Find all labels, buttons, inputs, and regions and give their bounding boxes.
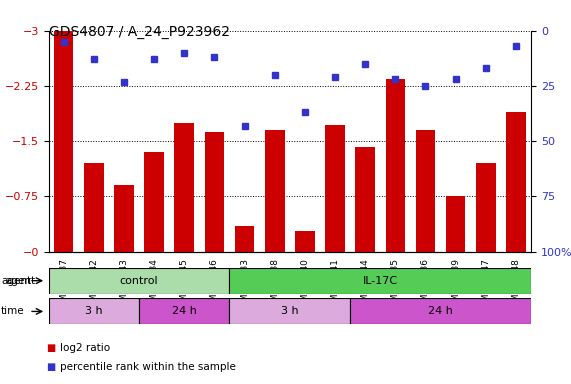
Text: agent: agent — [1, 276, 31, 286]
Text: ■: ■ — [46, 362, 55, 372]
Text: percentile rank within the sample: percentile rank within the sample — [60, 362, 236, 372]
Bar — [416, 130, 435, 252]
Bar — [114, 185, 134, 252]
Bar — [204, 132, 224, 252]
Text: 24 h: 24 h — [428, 306, 453, 316]
Bar — [54, 31, 74, 252]
Text: IL-17C: IL-17C — [363, 276, 398, 286]
Text: 3 h: 3 h — [281, 306, 299, 316]
Bar — [476, 163, 496, 252]
Text: 24 h: 24 h — [172, 306, 196, 316]
Bar — [174, 123, 194, 252]
Bar — [139, 298, 230, 324]
Text: log2 ratio: log2 ratio — [60, 343, 110, 353]
Bar — [265, 130, 284, 252]
Bar — [506, 112, 526, 252]
Bar — [446, 196, 465, 252]
Bar — [84, 163, 103, 252]
Bar — [49, 298, 139, 324]
Bar — [295, 231, 315, 252]
Bar — [49, 268, 230, 294]
Text: ■: ■ — [46, 343, 55, 353]
Bar — [325, 125, 345, 252]
Text: control: control — [120, 276, 158, 286]
Bar — [235, 226, 254, 252]
Text: time: time — [1, 306, 25, 316]
Bar — [144, 152, 164, 252]
Bar — [385, 79, 405, 252]
Text: GDS4807 / A_24_P923962: GDS4807 / A_24_P923962 — [49, 25, 230, 39]
Bar — [230, 298, 350, 324]
Bar — [350, 298, 531, 324]
Text: agent: agent — [6, 276, 36, 286]
Bar — [355, 147, 375, 252]
Text: 3 h: 3 h — [85, 306, 103, 316]
Bar — [230, 268, 531, 294]
